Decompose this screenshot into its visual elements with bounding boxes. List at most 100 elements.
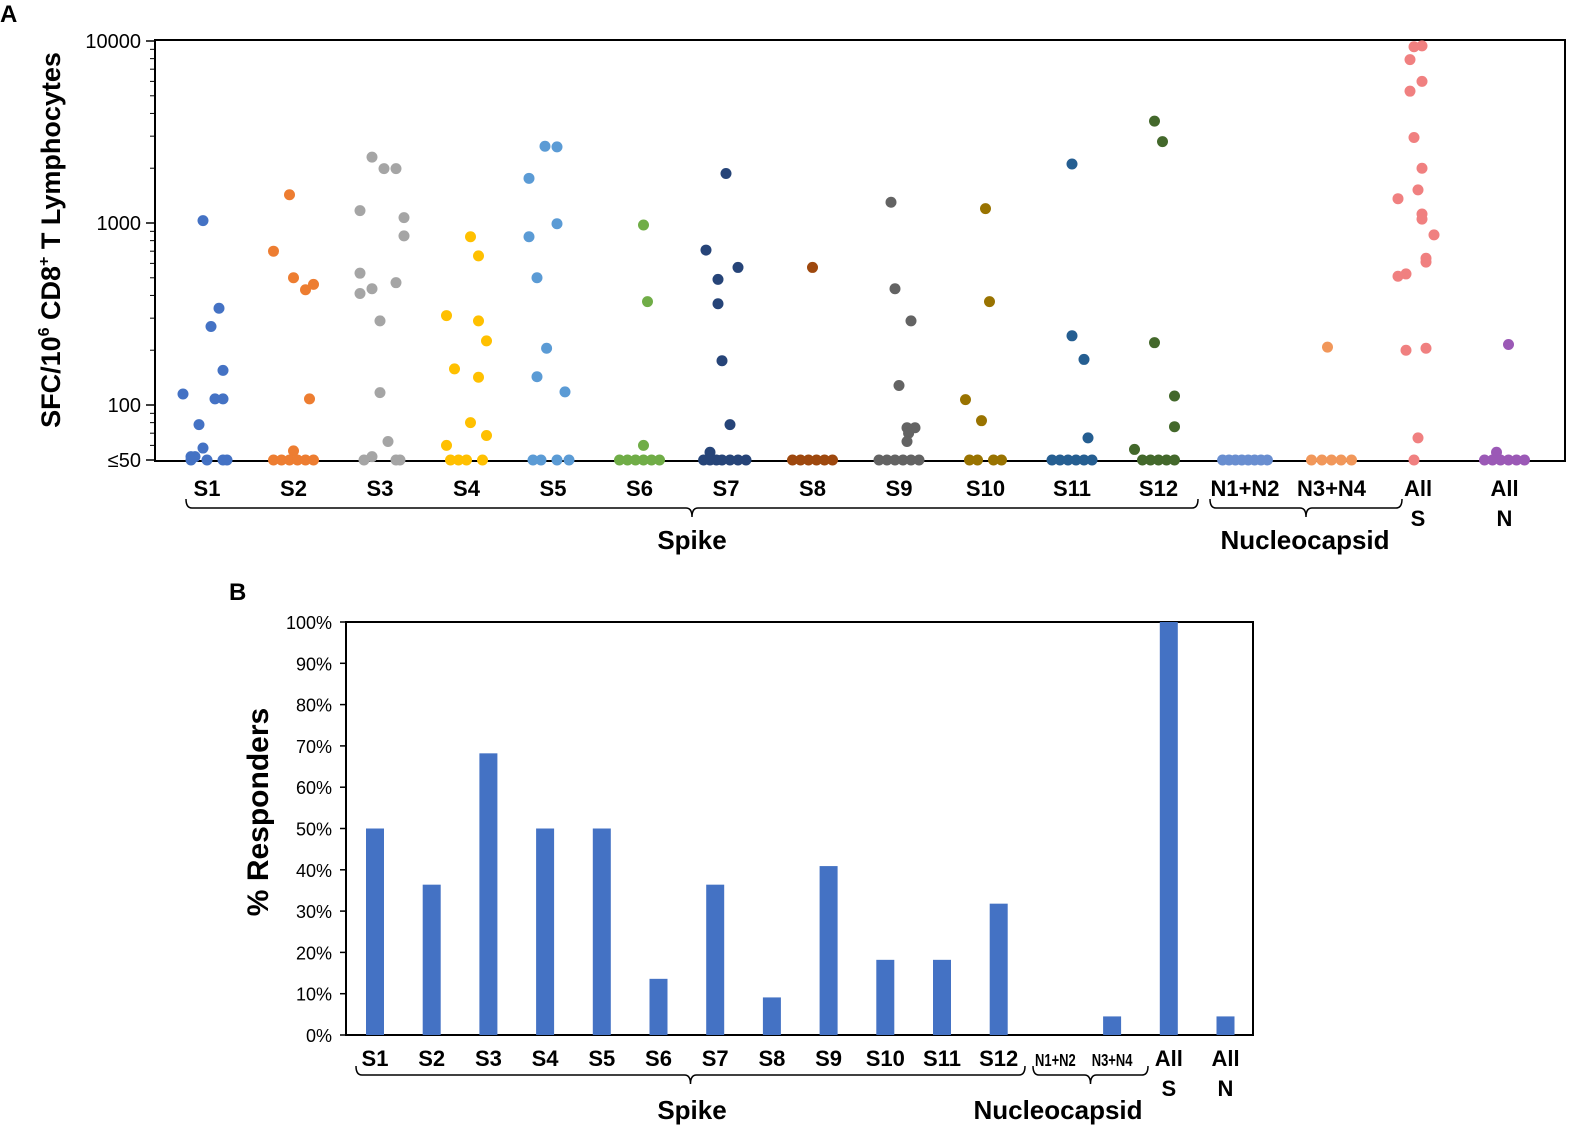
a-point-13-1 [1306,454,1317,466]
a-point-2-5 [398,230,410,242]
panel-a-label: A [0,1,17,28]
a-point-4-5 [551,141,563,153]
a-point-6-14 [740,454,752,466]
a-x-label-6-0: S7 [713,476,740,501]
b-bar-8 [819,866,838,1035]
b-x-label-15-0: All [1211,1046,1239,1071]
b-bar-11 [989,903,1008,1035]
a-point-10-5 [1054,454,1066,466]
b-bar-3 [536,828,555,1035]
a-point-11-3 [1169,390,1180,402]
a-point-1-9 [284,454,295,466]
a-point-4-10 [535,454,547,466]
a-point-8-7 [901,436,913,448]
a-point-14-6 [1416,162,1428,174]
panel-b-label: B [229,579,246,606]
a-point-1-3 [300,284,311,296]
panel-a-y-axis-title: SFC/106 CD8+ T Lymphocytes [36,52,66,428]
a-point-13-5 [1346,454,1357,466]
b-bar-9 [876,959,895,1035]
a-point-11-0 [1149,115,1160,127]
b-bar-4 [592,828,611,1035]
a-point-5-7 [646,454,657,466]
b-x-label-10-0: S11 [923,1046,961,1071]
a-point-14-5 [1408,131,1420,143]
b-brace-spike [355,1065,1026,1085]
b-y-tick-label-3: 30% [296,902,332,922]
a-point-13-2 [1316,454,1328,466]
a-point-1-6 [288,445,299,457]
a-y-tick-label-1: 1000 [97,213,142,235]
a-ylabel-part-2: CD8 [36,266,66,328]
a-point-10-4 [1046,454,1058,466]
a-point-2-14 [358,454,370,466]
a-point-14-15 [1400,268,1412,280]
a-point-7-0 [807,261,818,273]
panel-b-bar-chart: 0% 10% 20% 30% 40% 50% 60% 70% 80% 90% 100% S1 S2 S3 S… [286,613,1254,1125]
a-x-label-7-0: S8 [799,476,826,501]
a-point-5-0 [638,219,649,231]
a-point-8-3 [905,315,917,327]
b-bar-5 [649,978,668,1035]
a-ylabel-part-0: SFC/10 [36,336,66,428]
a-point-2-0 [354,205,366,217]
a-point-9-3 [984,296,995,308]
a-point-14-19 [1408,454,1420,466]
a-x-label-3-0: S4 [453,476,481,501]
b-x-label-13-0: N3+N4 [1092,1051,1133,1071]
a-point-4-4 [539,140,551,152]
a-point-14-3 [1416,75,1428,87]
a-point-6-1 [700,244,712,256]
a-point-9-7 [996,454,1007,466]
panel-b-y-axis-title: % Responders [242,708,275,916]
a-point-7-4 [811,454,822,466]
a-point-1-7 [268,454,279,466]
a-point-14-7 [1412,184,1424,196]
b-y-tick-label-0: 0% [306,1026,332,1046]
a-point-13-0 [1322,341,1333,353]
a-point-7-5 [819,454,830,466]
a-point-6-3 [732,261,744,273]
a-point-2-16 [394,454,406,466]
a-group-label-nucleocapsid: Nucleocapsid [1220,525,1389,555]
a-x-label-13-0: N3+N4 [1297,476,1367,501]
a-point-9-2 [980,203,991,215]
a-point-8-9 [881,454,893,466]
a-point-5-4 [622,454,633,466]
a-point-14-16 [1400,344,1412,356]
a-point-14-10 [1416,213,1428,225]
a-ylabel-part-1: 6 [36,327,53,336]
a-point-2-10 [374,315,386,327]
a-point-9-4 [964,454,975,466]
a-point-10-6 [1062,454,1074,466]
a-point-8-1 [889,283,901,295]
a-x-label-5-0: S6 [626,476,653,501]
a-point-1-12 [308,454,319,466]
b-x-label-9-0: S10 [866,1046,905,1071]
b-x-label-6-0: S7 [702,1046,729,1071]
b-x-label-14-0: All [1155,1046,1183,1071]
a-point-1-1 [284,189,295,201]
a-point-0-0 [177,388,189,400]
a-point-0-13 [185,454,197,466]
a-point-15-2 [1479,454,1490,466]
a-point-14-8 [1392,193,1404,205]
a-point-12-7 [1261,454,1273,466]
a-point-1-5 [304,393,315,405]
a-point-10-3 [1082,432,1094,444]
a-point-4-2 [531,272,543,284]
b-bar-15 [1216,1016,1235,1035]
a-point-2-3 [390,163,402,175]
a-point-8-10 [889,454,901,466]
a-point-3-9 [441,439,452,451]
a-point-0-7 [217,364,229,376]
a-point-11-5 [1129,443,1140,455]
b-x-label-0-0: S1 [362,1046,389,1071]
b-y-tick-label-8: 80% [296,696,332,716]
b-bar-6 [706,884,725,1035]
a-y-tick-label-2: 100 [108,395,141,417]
a-point-6-5 [716,355,728,367]
a-point-4-0 [523,172,535,184]
b-group-label-spike: Spike [657,1095,726,1125]
